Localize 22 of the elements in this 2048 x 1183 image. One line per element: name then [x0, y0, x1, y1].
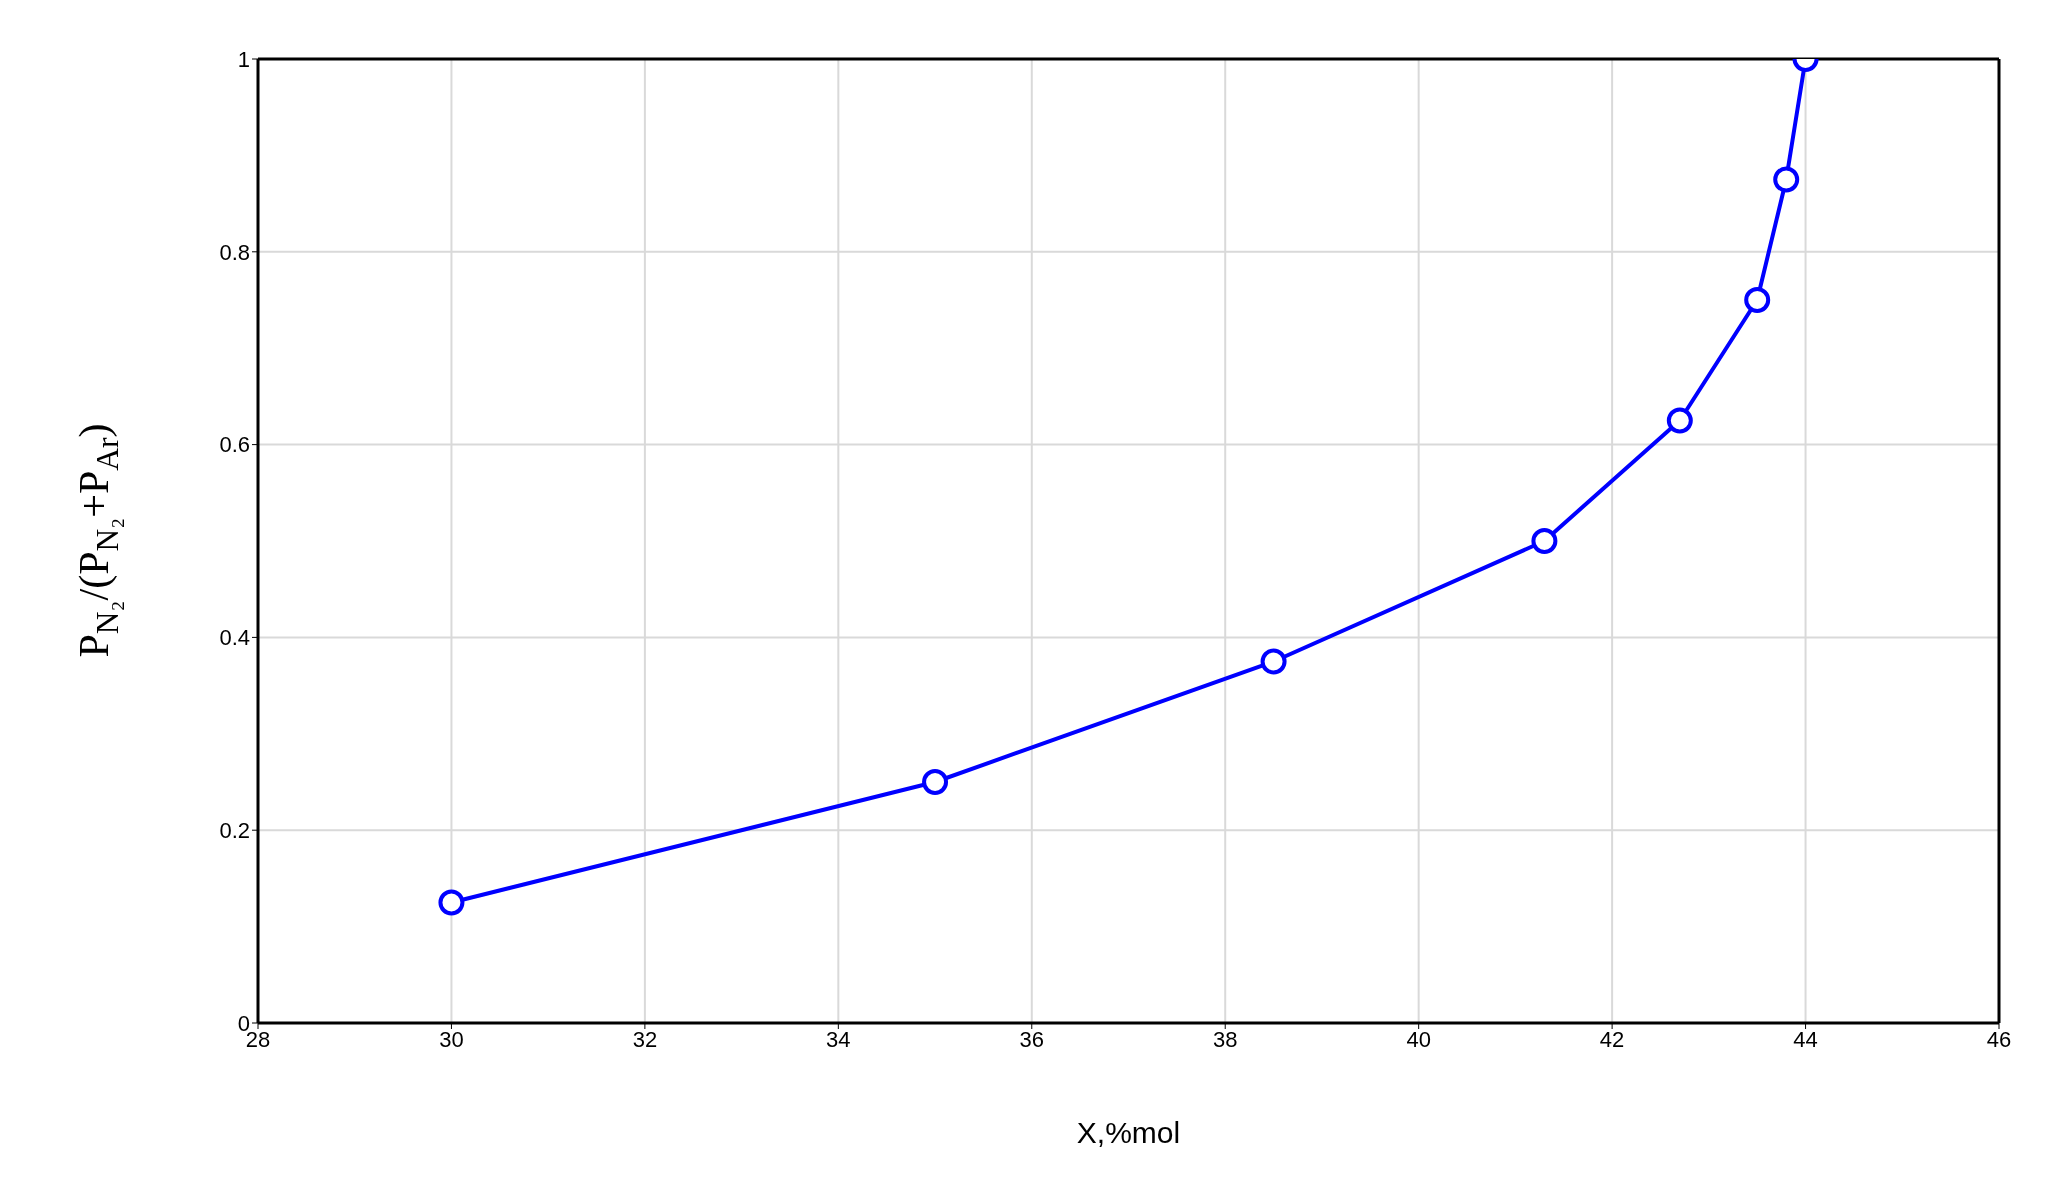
- x-tick-label: 32: [632, 1026, 658, 1052]
- x-axis-title: X,%mol: [1076, 1116, 1181, 1149]
- point: [1744, 287, 1771, 313]
- y-tick-label: 0.6: [219, 432, 250, 458]
- x-tick-label: 34: [826, 1026, 851, 1052]
- x-tick-label: 46: [1986, 1026, 2012, 1052]
- x-tick-label: 44: [1793, 1026, 1818, 1052]
- y-tick-label: 0.4: [219, 625, 250, 651]
- point: [1773, 166, 1800, 193]
- y-tick-label: 0.8: [219, 239, 250, 265]
- point: [1260, 648, 1287, 675]
- point: [1531, 528, 1558, 554]
- x-tick-label: 42: [1599, 1026, 1625, 1052]
- x-tick-label: 30: [439, 1026, 464, 1052]
- y-tick-label: 1: [237, 46, 250, 72]
- x-tick-label: 36: [1019, 1026, 1045, 1052]
- point: [438, 889, 465, 916]
- y-tick-label: 0.2: [219, 818, 250, 844]
- x-tick-label: 40: [1406, 1026, 1431, 1052]
- x-tick-label: 38: [1212, 1026, 1238, 1052]
- point: [922, 769, 949, 795]
- point: [1666, 407, 1693, 434]
